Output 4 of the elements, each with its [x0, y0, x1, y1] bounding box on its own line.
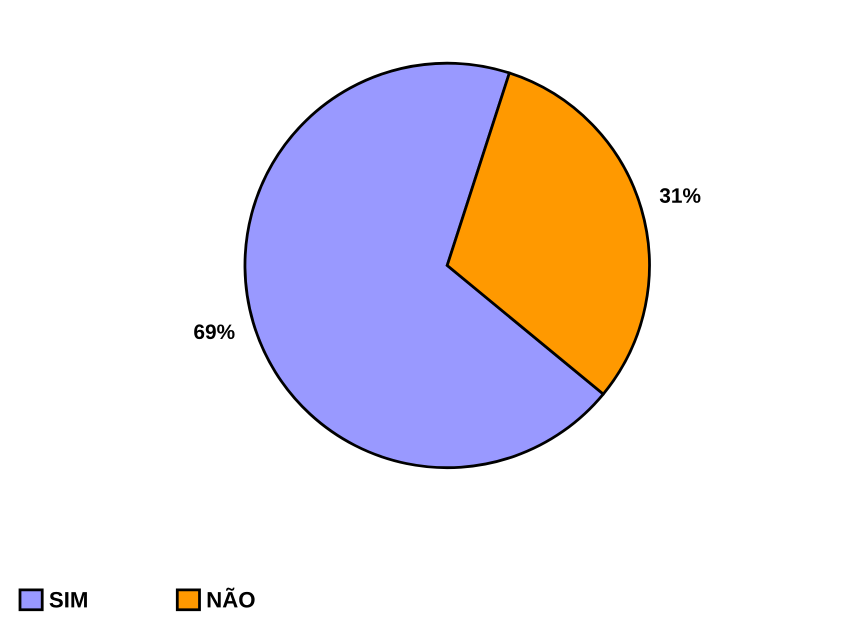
data-label: 31%: [660, 188, 700, 203]
legend-label: SIM: [50, 592, 87, 608]
data-label: 69%: [194, 324, 235, 340]
legend-label: NÃO: [208, 588, 255, 608]
